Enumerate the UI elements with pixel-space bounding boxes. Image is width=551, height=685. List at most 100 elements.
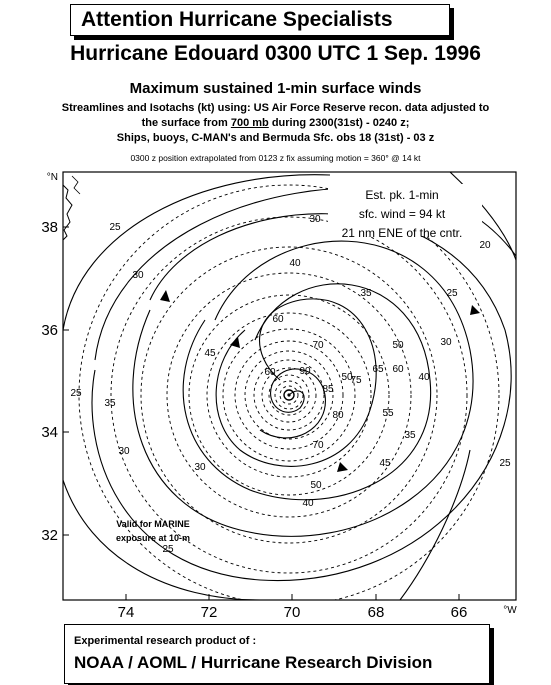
isotach-label: 40: [302, 498, 314, 509]
isotach-85: [274, 380, 304, 410]
footer-line-1: Experimental research product of :: [74, 635, 257, 647]
isotach-60: [234, 340, 344, 450]
isotach-label: 55: [382, 408, 394, 419]
arrow-icon: [230, 337, 240, 348]
isotach-label: 40: [418, 372, 430, 383]
isotach-label: 25: [70, 388, 82, 399]
isotach-label: 80: [332, 410, 344, 421]
isotach-80: [268, 374, 310, 416]
isotach-label: 25: [499, 458, 511, 469]
isotach-label: 90: [299, 366, 311, 377]
isotach-label: 30: [132, 270, 144, 281]
isotach-label: 20: [479, 240, 491, 251]
lat-unit-label: °N: [47, 172, 58, 183]
methods-line-2-underlined: 700 mb: [230, 117, 269, 129]
annotation-line-2: sfc. wind = 94 kt: [359, 207, 446, 221]
isotach-label: 60: [272, 314, 284, 325]
map-plot-area: [63, 172, 516, 600]
isotach-label: 70: [312, 440, 324, 451]
arrow-icon: [470, 305, 480, 315]
valid-note-line-2: exposure at 10-m: [116, 533, 190, 543]
isotach-label: 25: [109, 222, 121, 233]
storm-center-icon: [283, 389, 295, 401]
lon-label: 66: [451, 604, 468, 621]
isotach-label: 50: [310, 480, 322, 491]
footer-line-2: NOAA / AOML / Hurricane Research Divisio…: [74, 653, 433, 672]
isotach-40: [166, 272, 412, 518]
map-frame: [62, 171, 517, 601]
streamline-8: [399, 449, 471, 600]
isotach-label: 60: [264, 367, 276, 378]
lon-label: 68: [368, 604, 385, 621]
coastline: [63, 184, 73, 241]
isotach-label: 45: [204, 348, 216, 359]
streamline-5: [91, 213, 512, 582]
lat-label: 36: [41, 322, 58, 339]
isotach-75: [261, 367, 317, 423]
isotach-label: 75: [350, 375, 362, 386]
arrow-icon: [337, 462, 348, 472]
streamline-7: [63, 174, 331, 331]
axis-ticks: [63, 226, 460, 600]
isotach-25: [78, 184, 500, 600]
isotach-label: 60: [392, 364, 404, 375]
lat-label: 32: [41, 527, 58, 544]
methods-line-2: the surface from 700 mb during 2300(31st…: [0, 116, 551, 131]
annotation-line-1: Est. pk. 1-min: [365, 188, 438, 202]
streamline-4: [132, 240, 474, 537]
isotach-45: [188, 294, 390, 496]
flow-arrows: [160, 290, 480, 472]
isotach-55: [222, 328, 356, 462]
isotach-label: 35: [404, 430, 416, 441]
lat-label: 34: [41, 424, 58, 441]
isotach-label: 30: [309, 214, 321, 225]
arrow-icon: [160, 290, 170, 302]
isotach-label: 50: [341, 372, 353, 383]
isotach-label: 35: [104, 398, 116, 409]
isotach-35: [140, 246, 438, 544]
methods-text: Streamlines and Isotachs (kt) using: US …: [0, 101, 551, 146]
isotach-label: 30: [194, 462, 206, 473]
isotach-label: 50: [392, 340, 404, 351]
isotach-70: [253, 359, 325, 431]
storm-center: [283, 389, 295, 401]
isotach-label: 25: [446, 288, 458, 299]
isotach-label: 65: [372, 364, 384, 375]
map-subtitle: Maximum sustained 1-min surface winds: [129, 80, 422, 97]
isotach-label: 40: [289, 258, 301, 269]
footer-credit: Experimental research product of : NOAA …: [64, 624, 490, 684]
isotach-65: [244, 350, 334, 440]
isotach-label: 25: [162, 544, 174, 555]
lat-labels: °N 38 36 34 32: [41, 172, 58, 544]
isotach-label: 30: [118, 446, 130, 457]
annotation-box: [328, 184, 482, 236]
lon-unit-label: °W: [503, 605, 517, 616]
streamline-inner: [259, 368, 326, 439]
methods-line-3: Ships, buoys, C-MAN's and Bermuda Sfc. o…: [116, 132, 435, 144]
coastline-fragment: [71, 175, 81, 195]
methods-line-1: Streamlines and Isotachs (kt) using: US …: [61, 102, 490, 114]
streamline-9: [63, 479, 261, 600]
lon-label: 72: [201, 604, 218, 621]
streamline-10: [449, 172, 516, 261]
isotach-label: 30: [440, 337, 452, 348]
methods-line-2b: during 2300(31st) - 0240 z;: [268, 117, 410, 129]
isotach-label: 45: [379, 458, 391, 469]
isotach-30: [110, 216, 468, 574]
lon-labels: 74 72 70 68 66 °W: [118, 604, 518, 621]
isotach-label: 85: [322, 384, 334, 395]
storm-eye-icon: [287, 393, 291, 397]
isotach-value-labels: 25 30 20 40 25 30 35 60 45 50 70 30 50 7…: [70, 214, 511, 555]
valid-note: Valid for MARINE exposure at 10-m: [116, 519, 190, 543]
lat-label: 38: [41, 219, 58, 236]
streamlines: [63, 172, 516, 600]
streamline-3: [182, 283, 432, 501]
methods-line-2a: the surface from: [141, 117, 231, 129]
banner-title: Attention Hurricane Specialists: [70, 4, 450, 36]
peak-wind-annotation: Est. pk. 1-min sfc. wind = 94 kt 21 nm E…: [328, 184, 482, 240]
lon-label: 70: [284, 604, 301, 621]
annotation-line-3: 21 nm ENE of the cntr.: [342, 226, 463, 240]
map-title: Hurricane Edouard 0300 UTC 1 Sep. 1996: [70, 42, 481, 65]
lon-label: 74: [118, 604, 135, 621]
